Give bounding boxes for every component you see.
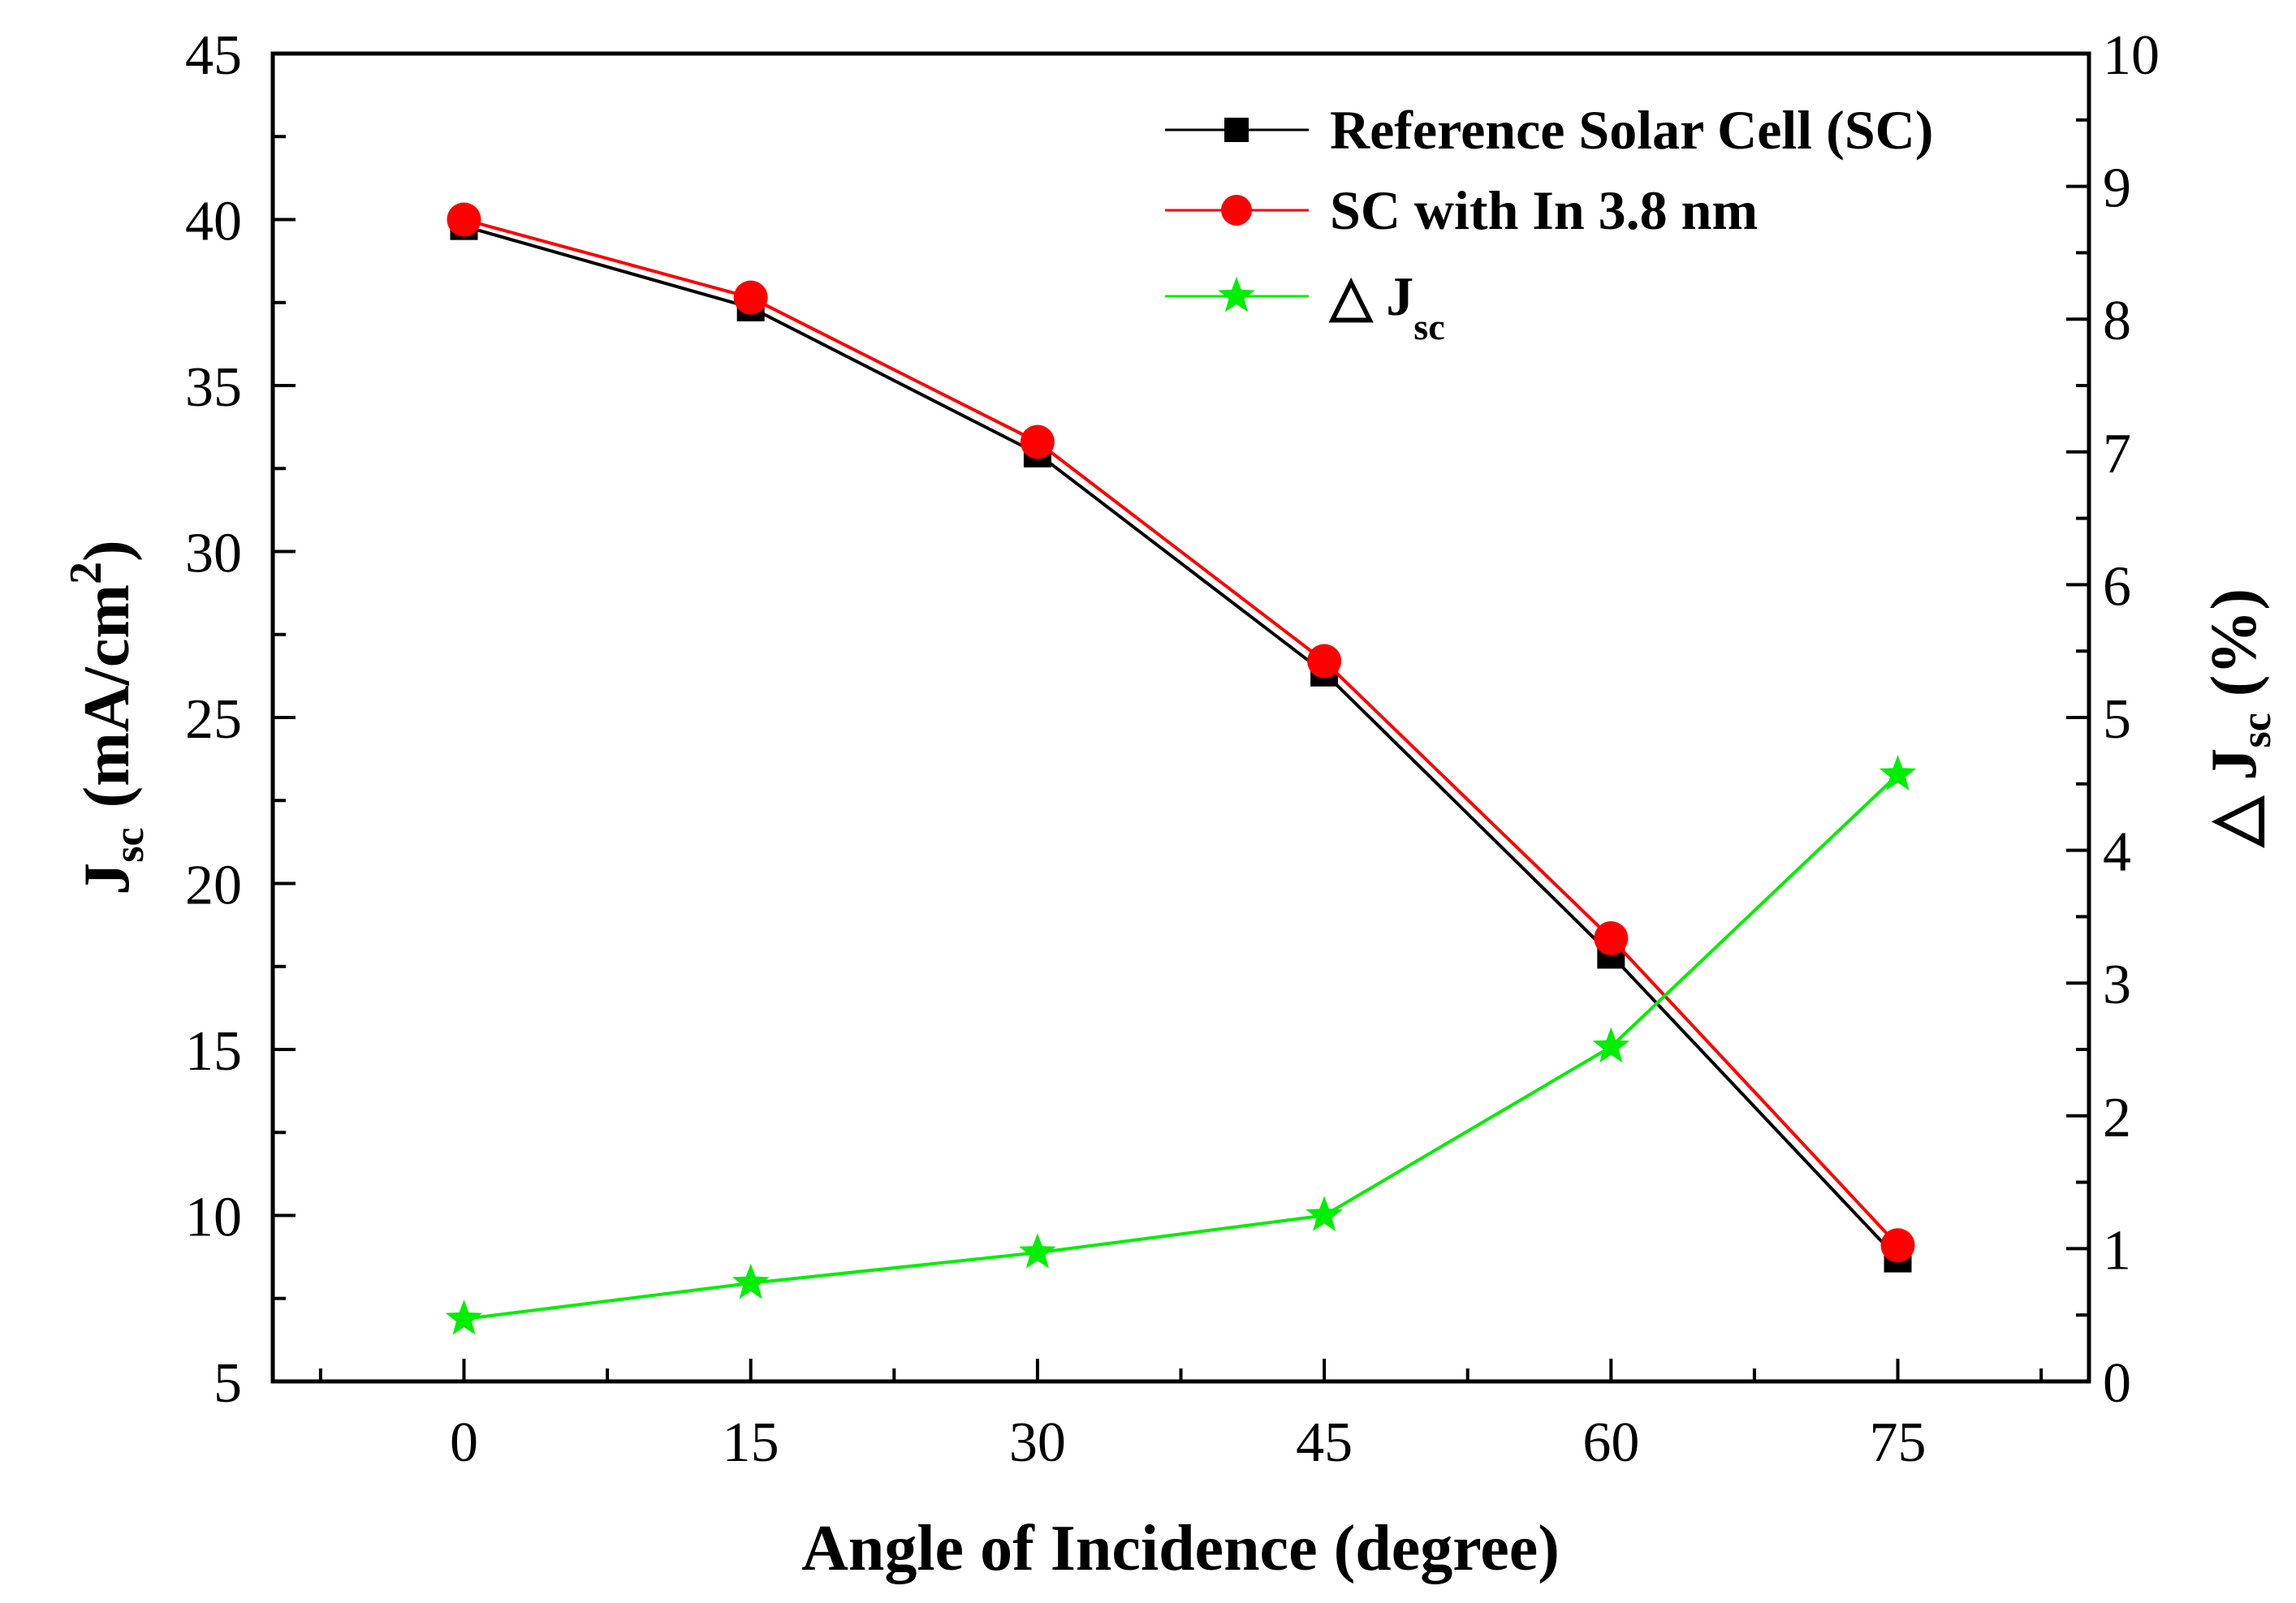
y-right-tick-label: 9 (2103, 157, 2131, 220)
y-right-tick-label: 7 (2103, 423, 2131, 485)
y-right-tick-label: 0 (2103, 1352, 2131, 1415)
plot-frame (270, 51, 2091, 1384)
data-point (1020, 424, 1055, 459)
data-point (1019, 1233, 1056, 1269)
axis-ticks (273, 52, 2089, 1383)
x-tick-label: 45 (1296, 1411, 1353, 1474)
series-0 (450, 212, 1912, 1273)
y-left-tick-label: 30 (185, 523, 242, 585)
y-right-tick-label: 10 (2103, 24, 2160, 87)
data-point (1880, 1228, 1915, 1263)
svg-text:Reference Solar Cell (SC): Reference Solar Cell (SC) (1330, 99, 1933, 161)
data-point (1307, 644, 1342, 679)
series-2 (445, 755, 1917, 1335)
legend-entry-reference: Reference Solar Cell (SC) (1165, 99, 1933, 161)
data-point (1306, 1196, 1343, 1231)
y-right-tick-label: 6 (2103, 555, 2131, 618)
y-left-tick-label: 25 (185, 688, 242, 751)
y-right-tick-label: 3 (2103, 954, 2131, 1016)
y-right-tick-label: 2 (2103, 1087, 2131, 1149)
series-line (463, 218, 1899, 1247)
y-left-tick-label: 40 (185, 191, 242, 253)
x-tick-label: 0 (450, 1411, 478, 1474)
data-point (733, 280, 768, 315)
data-point (447, 202, 481, 237)
svg-text:SC with In 3.8 nm: SC with In 3.8 nm (1330, 179, 1758, 241)
legend: Reference Solar Cell (SC) SC with In 3.8… (1165, 99, 1933, 347)
y-right-tick-label: 1 (2103, 1219, 2131, 1282)
y-right-tick-label: 4 (2103, 821, 2131, 884)
y-left-tick-label: 35 (185, 356, 242, 419)
y-left-tick-label: 20 (185, 855, 242, 917)
x-axis-title: Angle of Incidence (degree) (801, 1513, 1560, 1584)
y-left-tick-label: 10 (185, 1187, 242, 1249)
y-left-tick-label: 45 (185, 24, 242, 87)
y-left-tick-label: 15 (185, 1020, 242, 1083)
x-tick-label: 60 (1582, 1411, 1639, 1474)
data-point (445, 1299, 483, 1335)
x-tick-label: 30 (1009, 1411, 1066, 1474)
data-point (1592, 1027, 1630, 1063)
series-line (464, 773, 1899, 1321)
svg-text:△ Jsc: △ Jsc (1328, 265, 1445, 347)
y-left-tick-label: 5 (214, 1352, 242, 1415)
legend-entry-in38: SC with In 3.8 nm (1165, 179, 1758, 241)
y-right-tick-label: 5 (2103, 688, 2131, 751)
x-tick-label: 75 (1870, 1411, 1927, 1474)
series-1 (447, 202, 1915, 1263)
data-point (1594, 920, 1629, 955)
data-point (1879, 755, 1917, 791)
series-line (463, 224, 1899, 1260)
y-axis-title-left: Jsc(mA/cm2) (61, 540, 153, 894)
data-point (732, 1263, 770, 1299)
y-right-tick-label: 8 (2103, 290, 2131, 352)
series-layer (445, 202, 1917, 1335)
y-axis-title-right: △ Jsc (%) (2199, 588, 2280, 848)
x-tick-label: 15 (723, 1411, 779, 1474)
legend-entry-delta-jsc: △ Jsc (1165, 265, 1445, 347)
